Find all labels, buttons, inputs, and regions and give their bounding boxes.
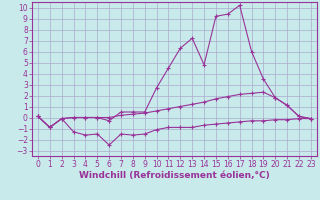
X-axis label: Windchill (Refroidissement éolien,°C): Windchill (Refroidissement éolien,°C) xyxy=(79,171,270,180)
